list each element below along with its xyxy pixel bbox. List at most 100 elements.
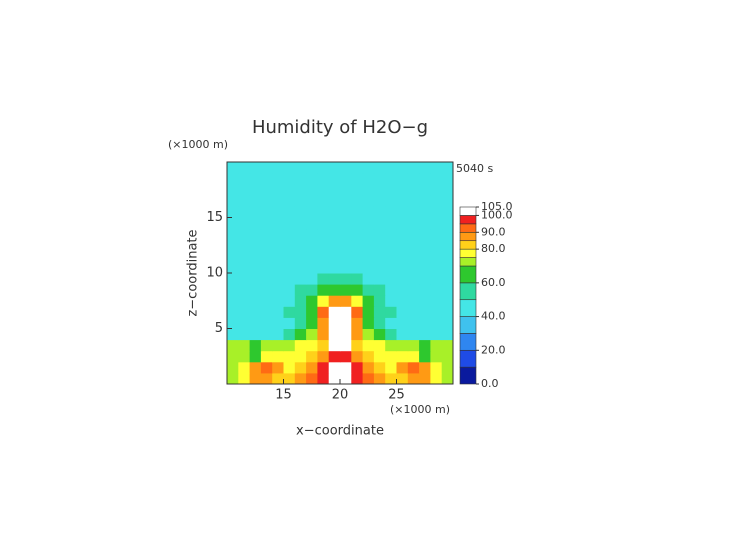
- cell: [351, 206, 364, 218]
- cell: [396, 339, 409, 352]
- cell: [351, 228, 364, 241]
- cell: [328, 273, 341, 285]
- cell: [317, 295, 330, 307]
- cell: [407, 206, 420, 218]
- cell: [385, 206, 397, 218]
- cell: [351, 195, 364, 207]
- cell: [407, 361, 420, 374]
- cell: [317, 162, 330, 174]
- cell: [283, 239, 296, 252]
- colorbar-tick-label: 105.0: [481, 200, 513, 213]
- cell: [227, 317, 239, 329]
- cell: [396, 306, 409, 318]
- cell: [441, 162, 454, 174]
- cell: [272, 284, 284, 296]
- cell: [238, 372, 251, 385]
- time-label: 5040 s: [456, 162, 493, 175]
- cell: [283, 317, 296, 329]
- colorbar-tick-label: 20.0: [481, 343, 506, 356]
- cell: [396, 217, 409, 230]
- cell: [283, 339, 296, 352]
- cell: [441, 350, 454, 363]
- cell: [260, 306, 273, 318]
- cell: [430, 372, 443, 385]
- cell: [362, 328, 375, 341]
- cell: [385, 261, 397, 274]
- cell: [272, 195, 284, 207]
- cell: [407, 217, 420, 230]
- cell: [441, 206, 454, 218]
- cell: [362, 306, 375, 318]
- cell: [249, 206, 262, 218]
- cell: [362, 372, 375, 385]
- cell: [227, 295, 239, 307]
- cell: [249, 306, 262, 318]
- cell: [351, 284, 364, 296]
- cell: [283, 217, 296, 230]
- cell: [419, 339, 431, 352]
- cell: [238, 261, 251, 274]
- cell: [294, 239, 307, 252]
- cell: [441, 195, 454, 207]
- cell: [238, 273, 251, 285]
- cell: [441, 339, 454, 352]
- x-unit: (×1000 m): [390, 403, 450, 416]
- cell: [340, 250, 352, 263]
- cell: [430, 261, 443, 274]
- cell: [227, 173, 239, 185]
- cell: [430, 328, 443, 341]
- cell: [373, 195, 386, 207]
- colorbar-band: [459, 333, 477, 351]
- cell: [260, 339, 273, 352]
- cell: [317, 261, 330, 274]
- cell: [430, 195, 443, 207]
- cell: [317, 328, 330, 341]
- cell: [272, 317, 284, 329]
- cell: [419, 273, 431, 285]
- cell: [340, 306, 352, 318]
- cell: [272, 339, 284, 352]
- cell: [272, 261, 284, 274]
- cell: [227, 372, 239, 385]
- cell: [317, 250, 330, 263]
- cell: [385, 228, 397, 241]
- cell: [306, 328, 318, 341]
- cell: [238, 250, 251, 263]
- cell: [249, 261, 262, 274]
- cell: [351, 239, 364, 252]
- cell: [238, 184, 251, 196]
- cell: [407, 250, 420, 263]
- cell: [238, 239, 251, 252]
- cell: [362, 250, 375, 263]
- cell: [260, 239, 273, 252]
- cell: [294, 339, 307, 352]
- cell: [294, 261, 307, 274]
- cell: [407, 239, 420, 252]
- cell: [441, 261, 454, 274]
- cell: [396, 295, 409, 307]
- cell: [238, 195, 251, 207]
- colorbar-band: [459, 282, 477, 301]
- cell: [430, 250, 443, 263]
- cell: [351, 173, 364, 185]
- cell: [328, 350, 341, 363]
- cell: [294, 173, 307, 185]
- cell: [328, 162, 341, 174]
- colorbar-tick-label: 0.0: [481, 377, 499, 390]
- cell: [317, 339, 330, 352]
- cell: [272, 350, 284, 363]
- colorbar-band: [459, 316, 477, 334]
- cell: [351, 361, 364, 374]
- cell: [317, 228, 330, 241]
- cell: [385, 361, 397, 374]
- cell: [373, 339, 386, 352]
- cell: [362, 295, 375, 307]
- cell: [317, 206, 330, 218]
- cell: [351, 328, 364, 341]
- cell: [328, 206, 341, 218]
- cell: [419, 195, 431, 207]
- cell: [260, 361, 273, 374]
- cell: [430, 184, 443, 196]
- cell: [407, 173, 420, 185]
- cell: [272, 306, 284, 318]
